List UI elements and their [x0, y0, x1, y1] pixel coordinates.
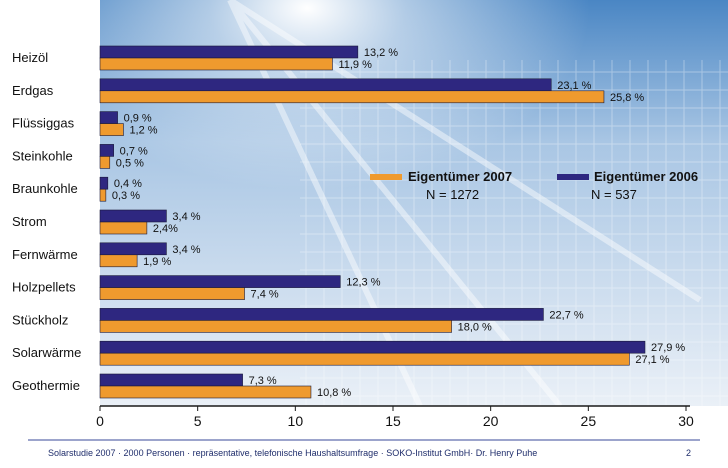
footer-text: Solarstudie 2007 · 2000 Personen · reprä…: [48, 448, 537, 458]
ticks-layer: 0 5 10 15 20 25 30: [96, 406, 694, 429]
x-tick-label-15: 15: [385, 413, 401, 429]
category-label-fernwaerme: Fernwärme: [12, 247, 78, 262]
value-label-solarwaerme-2006: 27,9 %: [651, 342, 685, 354]
category-label-heizoel: Heizöl: [12, 50, 48, 65]
bar-steinkohle-2007: [99, 156, 111, 169]
bar-geothermie-2007: [99, 385, 312, 399]
category-label-solarwaerme: Solarwärme: [12, 345, 81, 360]
category-label-stueckholz: Stückholz: [12, 312, 68, 327]
legend-label-2007: Eigentümer 2007: [408, 169, 512, 184]
bar-holzpellets-2006: [99, 275, 341, 288]
label-column-background: [0, 0, 100, 406]
value-label-erdgas-2007: 25,8 %: [610, 92, 644, 104]
value-label-stueckholz-2007: 18,0 %: [458, 321, 492, 333]
category-label-holzpellets: Holzpellets: [12, 280, 76, 295]
value-label-braunkohle-2006: 0,4 %: [114, 178, 142, 190]
bar-fernwaerme-2006: [99, 242, 167, 256]
value-label-heizoel-2007: 11,9 %: [338, 59, 372, 71]
value-label-geothermie-2007: 10,8 %: [317, 387, 351, 399]
bar-stueckholz-2007: [99, 320, 452, 333]
bar-steinkohle-2006: [99, 144, 114, 157]
category-label-strom: Strom: [12, 214, 47, 229]
legend: Eigentümer 2007 N = 1272 Eigentümer 2006…: [370, 169, 698, 202]
page-number: 2: [686, 448, 691, 458]
bar-erdgas-2006: [99, 78, 552, 92]
bar-heizoel-2007: [99, 57, 333, 71]
category-label-fluessiggas: Flüssiggas: [12, 116, 75, 131]
category-label-steinkohle: Steinkohle: [12, 148, 73, 163]
value-label-braunkohle-2007: 0,3 %: [112, 190, 140, 202]
legend-n-2006: N = 537: [591, 187, 637, 202]
x-tick-label-0: 0: [96, 413, 104, 429]
value-label-holzpellets-2007: 7,4 %: [251, 289, 279, 301]
value-label-steinkohle-2006: 0,7 %: [120, 145, 148, 157]
value-label-strom-2007: 2,4%: [153, 223, 178, 235]
value-label-steinkohle-2007: 0,5 %: [116, 157, 144, 169]
category-label-braunkohle: Braunkohle: [12, 181, 78, 196]
value-label-stueckholz-2006: 22,7 %: [549, 309, 583, 321]
x-tick-label-25: 25: [581, 413, 597, 429]
x-tick-label-10: 10: [288, 413, 304, 429]
bar-braunkohle-2006: [99, 176, 109, 190]
bar-geothermie-2006: [99, 373, 243, 387]
legend-n-2007: N = 1272: [426, 187, 479, 202]
bar-fluessiggas-2006: [99, 111, 118, 124]
bar-solarwaerme-2007: [99, 352, 630, 366]
bar-solarwaerme-2006: [99, 340, 646, 354]
value-label-fluessiggas-2006: 0,9 %: [124, 113, 152, 125]
legend-label-2006: Eigentümer 2006: [594, 169, 698, 184]
value-label-fluessiggas-2007: 1,2 %: [129, 125, 157, 137]
bar-strom-2007: [99, 221, 148, 235]
value-label-erdgas-2006: 23,1 %: [557, 80, 591, 92]
bar-braunkohle-2007: [99, 188, 107, 202]
value-label-fernwaerme-2006: 3,4 %: [172, 244, 200, 256]
value-label-strom-2006: 3,4 %: [172, 211, 200, 223]
labels-layer: Heizöl 13,2 %11,9 % Erdgas 23,1 % 25,8 % Flüs…: [12, 47, 685, 399]
category-label-erdgas: Erdgas: [12, 83, 54, 98]
bars-layer: [99, 45, 646, 399]
x-tick-label-5: 5: [194, 413, 202, 429]
value-label-solarwaerme-2007: 27,1 %: [635, 354, 669, 366]
bar-erdgas-2007: [99, 90, 605, 104]
bar-heizoel-2006: [99, 45, 359, 59]
legend-swatch-2006: [557, 174, 589, 180]
value-label-holzpellets-2006: 12,3 %: [346, 277, 380, 289]
x-tick-label-20: 20: [483, 413, 499, 429]
bar-strom-2006: [99, 209, 167, 223]
value-label-fernwaerme-2007: 1,9 %: [143, 256, 171, 268]
value-label-geothermie-2006: 7,3 %: [249, 375, 277, 387]
bar-fernwaerme-2007: [99, 254, 138, 268]
bar-holzpellets-2007: [99, 287, 245, 300]
category-label-geothermie: Geothermie: [12, 378, 80, 393]
bar-stueckholz-2006: [99, 308, 544, 321]
bar-fluessiggas-2007: [99, 123, 124, 136]
x-tick-label-30: 30: [678, 413, 694, 429]
legend-swatch-2007: [370, 174, 402, 180]
value-label-heizoel-2006: 13,2 %: [364, 47, 398, 59]
